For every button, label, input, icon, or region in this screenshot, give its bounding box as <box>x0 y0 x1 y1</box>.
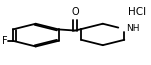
Text: HCl: HCl <box>128 7 146 17</box>
Text: NH: NH <box>126 24 139 33</box>
Text: O: O <box>71 7 79 17</box>
Text: F: F <box>2 36 7 46</box>
